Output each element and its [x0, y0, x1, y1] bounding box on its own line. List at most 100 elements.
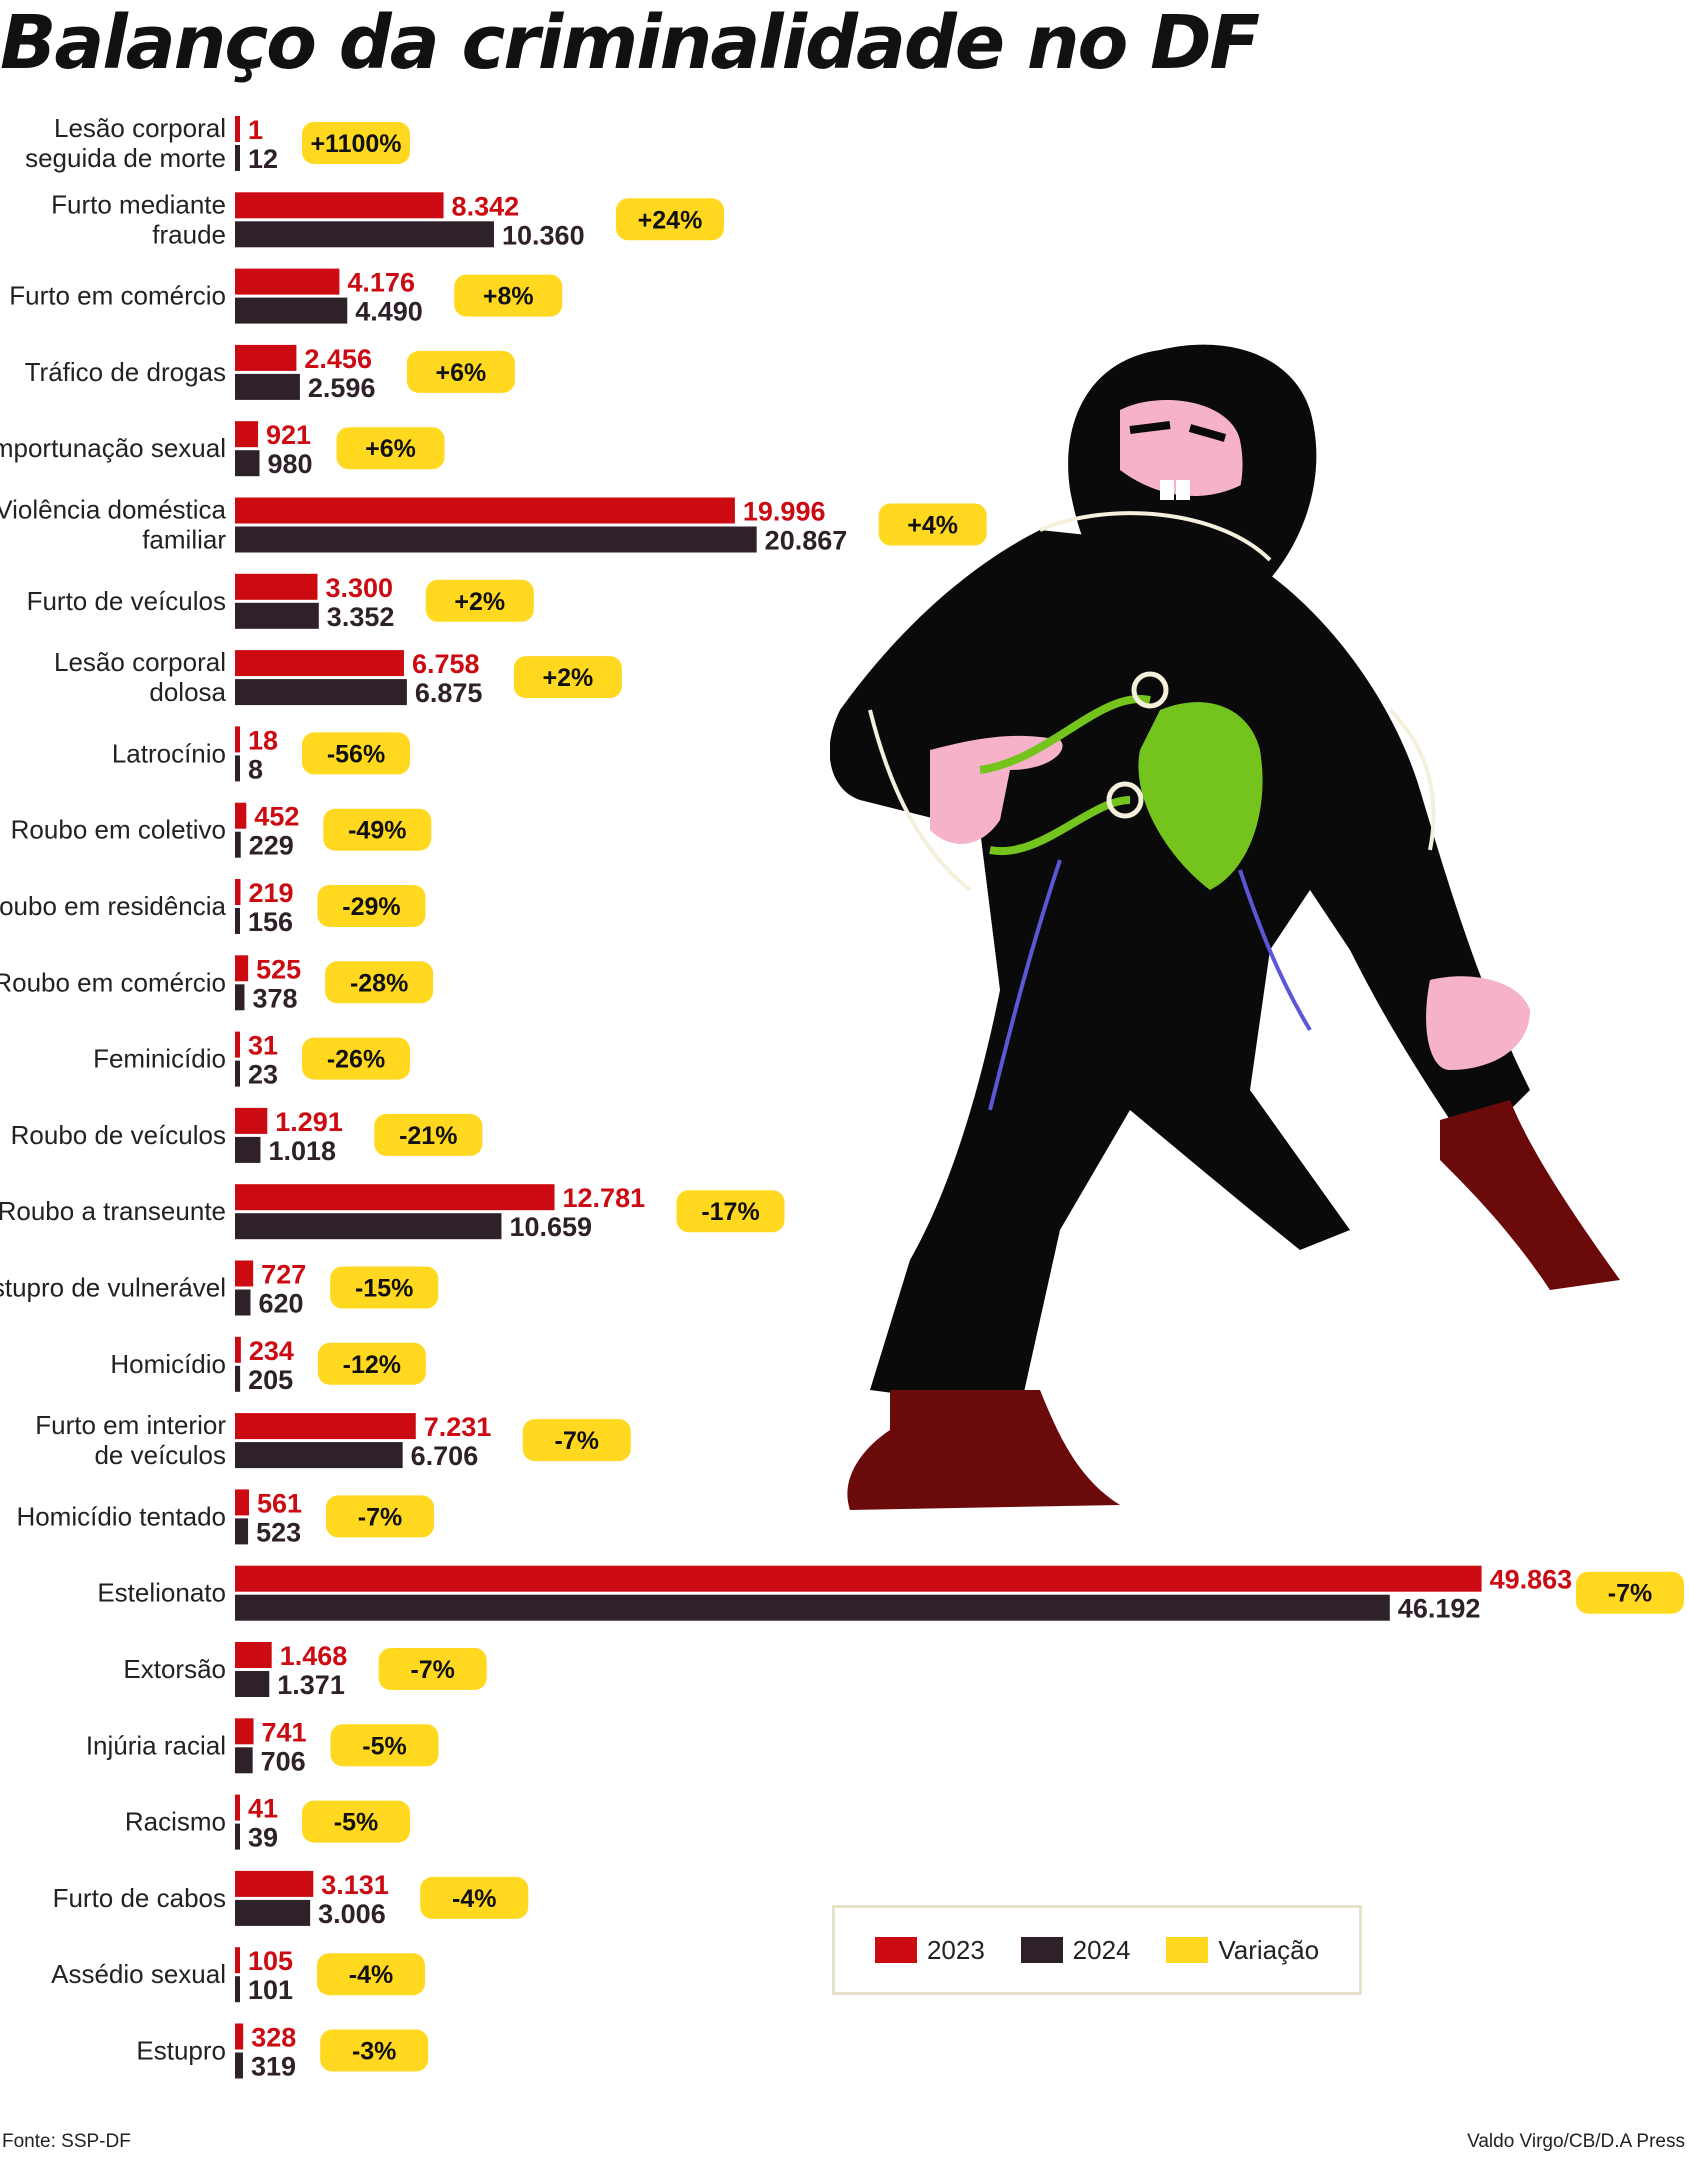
legend-label-variation: Variação [1218, 1934, 1320, 1965]
bar-row: Latrocínio 188 -56% [112, 725, 410, 784]
variation-badge [374, 1113, 483, 1156]
value-label-2023: 219 [248, 878, 293, 908]
bar-2024 [235, 221, 494, 248]
variation-badge [330, 1266, 439, 1309]
category-label-line: Lesão corporal [54, 113, 226, 143]
bar-2024 [235, 602, 319, 629]
legend-item-2024: 2024 [1020, 1935, 1131, 1966]
variation-badge [326, 1495, 435, 1538]
variation-badge [330, 1724, 439, 1767]
value-label-2024: 620 [259, 1289, 304, 1319]
value-label-2024: 229 [249, 831, 294, 861]
variation-label: +6% [436, 359, 487, 387]
value-label-2023: 6.758 [412, 649, 480, 679]
value-label-2024: 706 [261, 1746, 306, 1776]
value-label-2024: 205 [248, 1365, 293, 1395]
variation-badge [302, 732, 410, 775]
variation-label: -56% [327, 740, 385, 768]
category-label: Lesão corporal seguida de morte [25, 113, 226, 173]
bar-2024 [235, 1747, 253, 1774]
value-label-2023: 1.468 [280, 1641, 348, 1671]
legend-swatch-2023 [874, 1937, 917, 1963]
variation-badge [317, 885, 426, 927]
variation-label: -15% [355, 1275, 413, 1303]
variation-label: -21% [399, 1122, 457, 1150]
bar-2023 [235, 268, 340, 295]
bar-2023 [235, 1413, 416, 1440]
bar-2023 [235, 2023, 244, 2050]
category-label-line: Furto de veículos [27, 586, 226, 616]
bar-2024 [235, 1289, 251, 1316]
bar-2023 [235, 116, 240, 142]
value-label-2024: 10.659 [509, 1212, 592, 1242]
bar-2023 [235, 344, 297, 371]
bar-2023 [235, 1184, 555, 1211]
value-label-2023: 105 [248, 1946, 293, 1976]
variation-badge [378, 1648, 487, 1690]
bar-2023 [235, 1565, 1482, 1592]
category-label-line: Roubo de veículos [11, 1120, 226, 1150]
category-label: Homicídio tentado [16, 1501, 226, 1531]
category-label: Importunação sexual [0, 433, 226, 463]
variation-label: -7% [410, 1656, 454, 1684]
bar-2024 [235, 1365, 241, 1392]
value-label-2024: 6.875 [415, 678, 483, 708]
value-label-2023: 19.996 [743, 497, 826, 527]
bar-2024 [235, 755, 240, 782]
legend-swatch-variation [1166, 1937, 1209, 1963]
value-label-2024: 4.490 [355, 297, 423, 327]
category-label: Roubo de veículos [11, 1120, 226, 1150]
value-label-2023: 3.300 [326, 573, 394, 603]
value-label-2024: 3.006 [318, 1899, 386, 1929]
value-label-2024: 156 [248, 907, 293, 937]
bar-2023 [235, 650, 404, 677]
category-label-line: Homicídio tentado [16, 1501, 226, 1531]
value-label-2024: 46.192 [1398, 1594, 1481, 1624]
bar-row: Lesão corporal seguida de morte 112 +1100% [25, 113, 410, 174]
bar-2024 [235, 450, 260, 477]
bar-2024 [235, 1136, 261, 1163]
category-label-line: Furto de cabos [53, 1883, 226, 1913]
variation-label: -3% [352, 2038, 396, 2066]
bar-2024 [235, 1518, 249, 1545]
value-label-2023: 525 [256, 954, 301, 984]
variation-label: -5% [334, 1809, 378, 1837]
value-label-2023: 328 [251, 2023, 296, 2053]
variation-label: +1100% [310, 130, 401, 158]
category-label: Furto de veículos [27, 586, 226, 616]
value-label-2024: 101 [248, 1975, 293, 2005]
value-label-2023: 1 [248, 115, 263, 145]
variation-badge [676, 1190, 785, 1233]
category-label-line: Estupro de vulnerável [0, 1273, 226, 1303]
value-label-2024: 8 [248, 754, 263, 784]
variation-label: -4% [349, 1961, 393, 1989]
category-label-line: seguida de morte [25, 143, 226, 173]
category-label-line: de veículos [94, 1440, 226, 1470]
category-label-line: Roubo em residência [0, 891, 227, 921]
value-label-2023: 18 [248, 725, 278, 755]
value-label-2023: 4.176 [347, 268, 415, 298]
value-label-2023: 41 [248, 1794, 278, 1824]
category-label-line: Feminicídio [93, 1044, 226, 1074]
value-label-2023: 741 [262, 1717, 307, 1747]
category-label-line: Tráfico de drogas [25, 357, 226, 387]
variation-badge [336, 427, 445, 470]
bar-2024 [235, 831, 241, 858]
bar-2024 [235, 679, 407, 706]
category-label: Furto em comércio [9, 281, 226, 311]
bar-2023 [235, 573, 318, 600]
value-label-2024: 319 [251, 2052, 296, 2082]
category-label: Injúria racial [86, 1730, 226, 1760]
category-label: Tráfico de drogas [25, 357, 226, 387]
category-label-line: Homicídio [110, 1349, 226, 1379]
variation-badge [878, 503, 987, 546]
